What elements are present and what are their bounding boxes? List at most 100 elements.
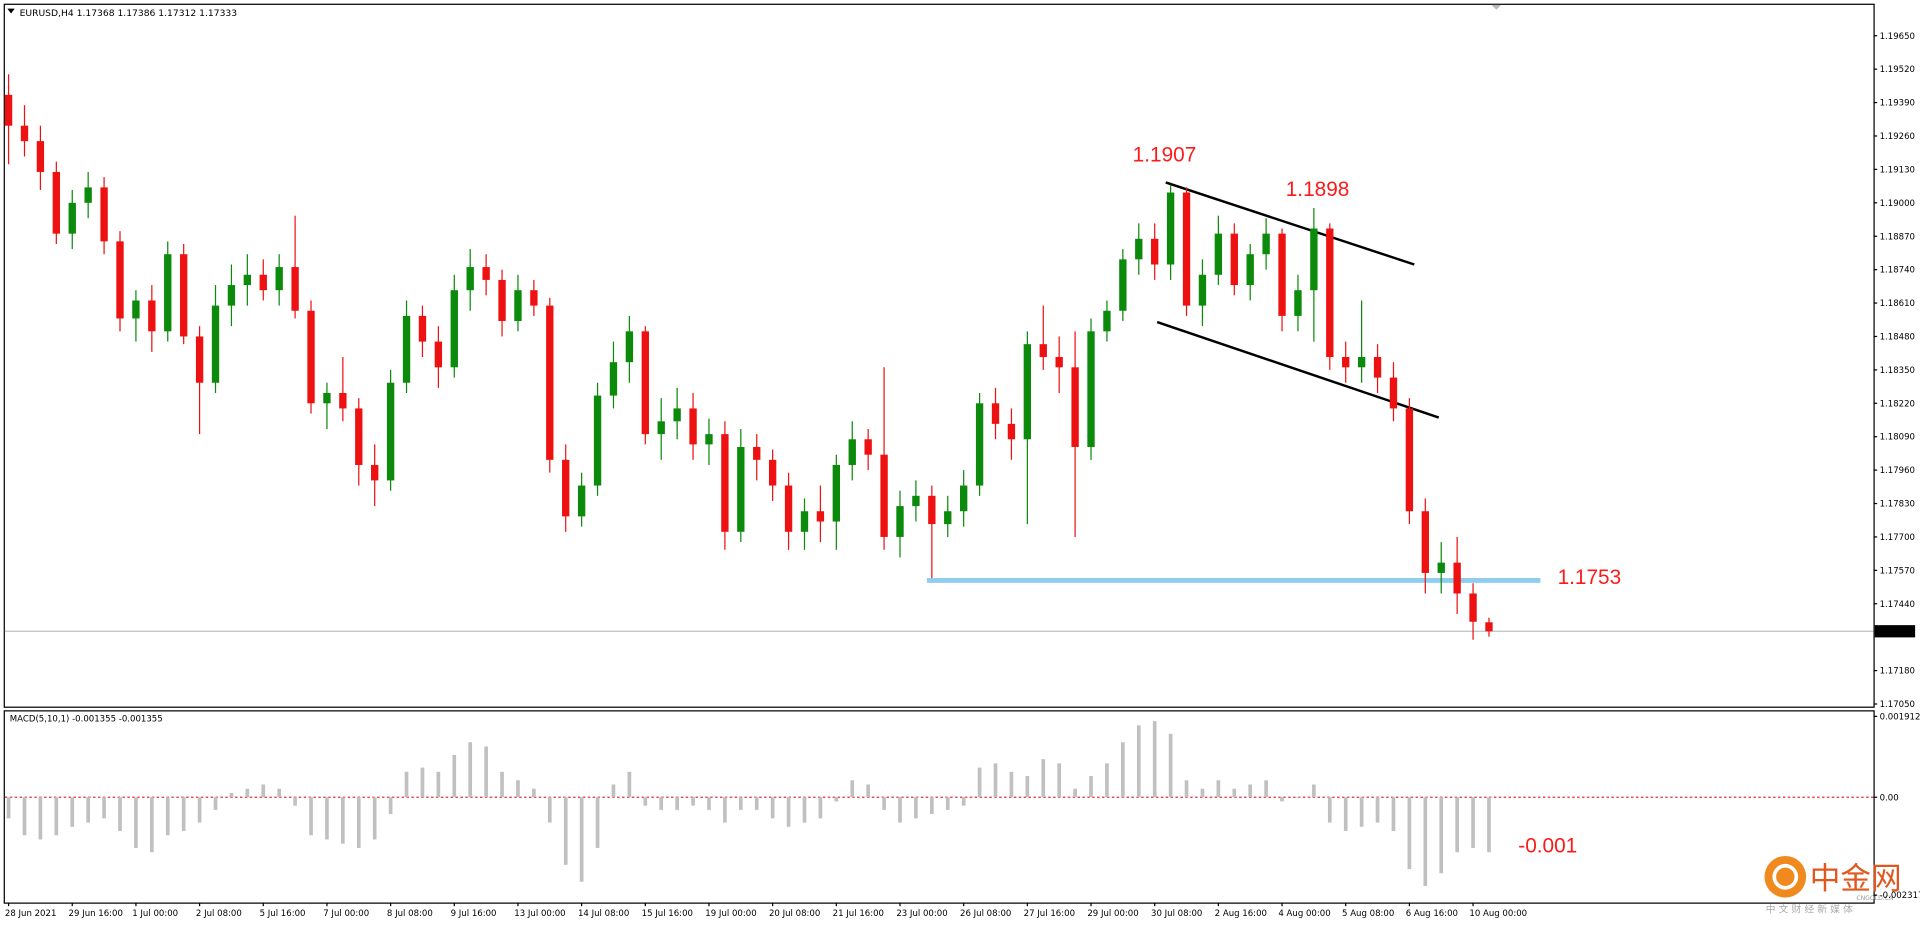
y-tick-label: 1.17050 (1880, 700, 1915, 710)
logo-text: 中金网 (1810, 862, 1902, 897)
candle-body (36, 141, 45, 172)
macd-bar (643, 797, 648, 806)
candle-body (1166, 192, 1175, 265)
candle-body (1103, 310, 1111, 332)
macd-bar (547, 797, 552, 823)
macd-bar (1248, 784, 1253, 798)
macd-bar (22, 797, 27, 836)
macd-bar (404, 771, 409, 798)
macd-bar (611, 784, 616, 798)
macd-bar (245, 788, 250, 798)
candle-body (944, 511, 952, 525)
candle-body (1246, 254, 1254, 286)
macd-bar (213, 797, 218, 810)
macd-bar (977, 767, 982, 798)
logo-slogan: 中 文 财 经 新 媒 体 (1766, 902, 1853, 915)
candle-body (1421, 511, 1429, 573)
candle-body (689, 408, 697, 445)
candle-body (1453, 562, 1461, 594)
candle-body (1071, 367, 1079, 447)
macd-bar (1487, 797, 1491, 853)
macd-bar (754, 797, 759, 810)
menu-arrow[interactable] (7, 8, 15, 14)
candle-body (880, 454, 888, 537)
candle-body (100, 187, 108, 242)
candle-body (371, 464, 379, 481)
candle-body (768, 459, 777, 486)
macd-bar (118, 797, 122, 832)
x-tick-label: 5 Aug 08:00 (1342, 909, 1394, 919)
candle-body (1055, 357, 1063, 368)
candle-body (1023, 344, 1032, 440)
candle-body (609, 362, 618, 396)
candle-body (339, 393, 347, 409)
macd-bar (1168, 733, 1173, 798)
x-tick-label: 20 Jul 08:00 (769, 909, 820, 919)
candle-body (912, 495, 920, 507)
macd-bar (1312, 784, 1316, 798)
x-tick-label: 30 Jul 08:00 (1151, 909, 1202, 919)
candle-body (1326, 228, 1334, 358)
candle-body (1294, 290, 1302, 316)
macd-bar (197, 797, 202, 823)
macd-bar (1121, 742, 1125, 798)
macd-bar (388, 797, 393, 815)
macd-bar (436, 771, 441, 798)
macd-bar (882, 797, 886, 810)
candle-body (960, 485, 968, 512)
macd-bar (1439, 797, 1444, 874)
macd-bar (818, 797, 823, 819)
y-tick-label: 1.17960 (1880, 466, 1915, 476)
candle-body (1469, 593, 1477, 622)
candle-body (84, 187, 92, 203)
candle-body (132, 300, 140, 319)
candle-body (705, 434, 713, 445)
candle-body (1405, 408, 1414, 512)
macd-bar (1359, 797, 1364, 827)
y-tick-label: 1.17830 (1880, 500, 1915, 510)
candle-body (180, 254, 188, 337)
candle-body (864, 439, 872, 455)
x-tick-label: 15 Jul 16:00 (642, 909, 693, 919)
candle-body (386, 382, 395, 481)
candle-body (1087, 331, 1095, 447)
candle-body (1357, 357, 1366, 368)
macd-bar (1343, 797, 1348, 832)
macd-bar (1280, 797, 1284, 802)
candle-body (1310, 228, 1318, 291)
watermark: 中金网 CNGOLD.CN 中 文 财 经 新 媒 体 (1764, 855, 1902, 915)
candle-body (657, 421, 665, 435)
macd-bar (1057, 763, 1062, 798)
candle-body (641, 331, 649, 435)
y2-tick-label: 0.001912 (1880, 712, 1920, 722)
macd-bar (1327, 797, 1332, 823)
candle-body (450, 290, 458, 368)
candle-body (546, 305, 554, 460)
macd-bar (1184, 780, 1189, 798)
candle-body (1214, 233, 1223, 275)
y-tick-label: 1.17440 (1880, 600, 1915, 610)
candle-body (928, 495, 936, 525)
macd-bar (293, 797, 297, 806)
macd-bar (452, 754, 457, 798)
candle-body (800, 511, 809, 532)
macd-bar (1152, 721, 1157, 798)
macd-bar (723, 797, 727, 823)
candle-body (1437, 562, 1445, 573)
macd-bar (372, 797, 377, 840)
candle-body (1007, 423, 1016, 440)
macd-bar (516, 780, 520, 798)
x-tick-label: 6 Aug 16:00 (1406, 909, 1458, 919)
candle-body (1198, 274, 1207, 306)
candle-body (593, 395, 602, 486)
macd-bar (1264, 780, 1268, 798)
macd-bar (261, 784, 266, 798)
candle-body (1182, 192, 1191, 306)
macd-bar (229, 792, 234, 798)
macd-bar (500, 771, 504, 798)
candle-body (482, 267, 490, 280)
y-tick-label: 1.18870 (1880, 232, 1915, 242)
x-tick-label: 21 Jul 16:00 (833, 909, 884, 919)
macd-bar (993, 763, 998, 798)
